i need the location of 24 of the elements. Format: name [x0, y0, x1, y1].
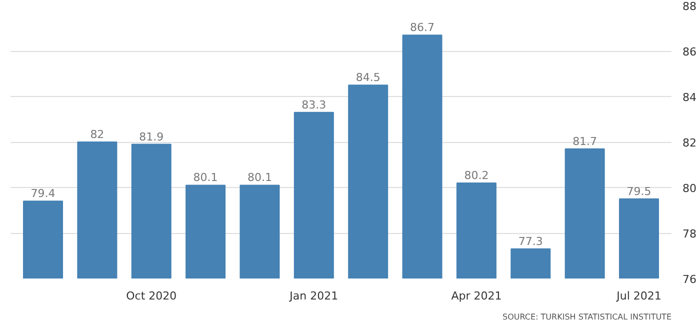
y-tick-label: 80: [682, 182, 696, 195]
data-label: 81.7: [572, 134, 598, 148]
data-label: 80.2: [464, 168, 489, 182]
source-note: SOURCE: TURKISH STATISTICAL INSTITUTE: [502, 312, 672, 322]
data-label: 86.7: [410, 21, 435, 34]
data-label: 80.1: [247, 171, 272, 184]
x-tick-label: Jul 2021: [616, 290, 662, 302]
y-tick-label: 84: [682, 91, 696, 104]
data-label: 81.9: [139, 130, 164, 144]
x-tick-label: Oct 2020: [126, 290, 177, 302]
data-label: 77.3: [518, 234, 543, 248]
data-label: 83.3: [302, 98, 326, 112]
y-tick-label: 78: [682, 228, 696, 240]
data-label: 79.5: [626, 184, 652, 198]
y-tick-label: 82: [682, 136, 696, 150]
y-tick-label: 76: [682, 273, 696, 286]
y-tick-label: 86: [682, 46, 696, 58]
data-label: 84.5: [356, 71, 380, 84]
x-tick-label: Jan 2021: [288, 290, 338, 302]
data-label: 80.1: [193, 171, 218, 184]
data-label: 82: [90, 128, 104, 141]
y-tick-label: 88: [682, 0, 696, 13]
x-tick-label: Apr 2021: [451, 290, 502, 302]
data-label: 79.4: [30, 187, 56, 200]
